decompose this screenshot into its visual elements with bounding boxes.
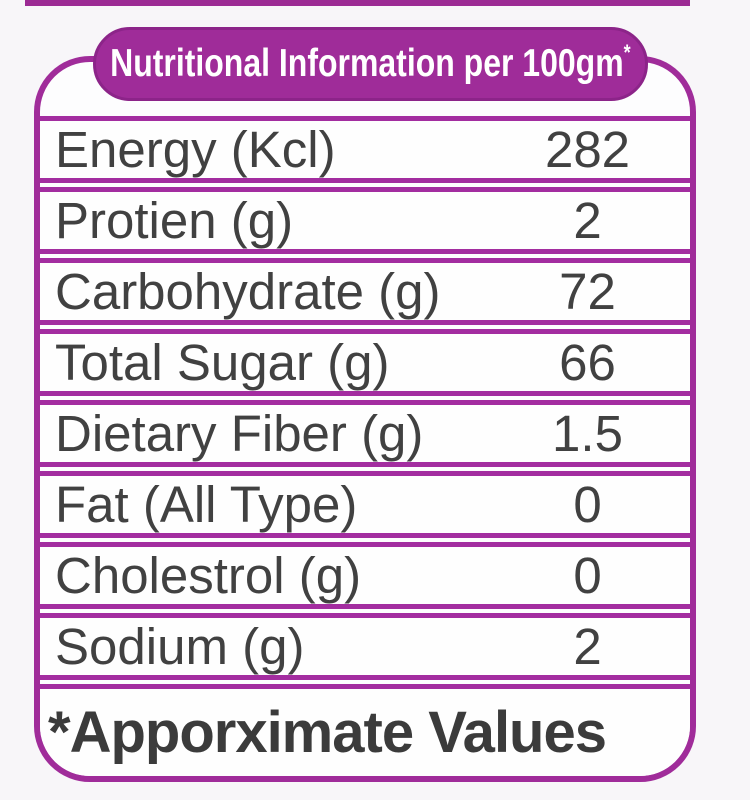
row-value: 72 bbox=[559, 263, 616, 320]
table-row-protein: Protien (g) 2 bbox=[40, 187, 690, 254]
row-label: Total Sugar (g) bbox=[55, 334, 390, 391]
table-row-total-sugar: Total Sugar (g) 66 bbox=[40, 329, 690, 396]
row-label: Dietary Fiber (g) bbox=[55, 405, 424, 462]
row-value: 0 bbox=[573, 476, 602, 533]
header-title-text: Nutritional Information per 100gm bbox=[110, 42, 624, 85]
row-value: 282 bbox=[544, 121, 631, 178]
row-value: 66 bbox=[559, 334, 616, 391]
table-row-sodium: Sodium (g) 2 bbox=[40, 613, 690, 680]
row-label: Energy (Kcl) bbox=[55, 121, 336, 178]
row-label: Sodium (g) bbox=[55, 618, 305, 675]
nutrition-header-title: Nutritional Information per 100gm* bbox=[110, 40, 631, 86]
nutrition-header-pill: Nutritional Information per 100gm* bbox=[93, 27, 648, 101]
table-row-dietary-fiber: Dietary Fiber (g) 1.5 bbox=[40, 400, 690, 467]
row-value: 2 bbox=[573, 618, 602, 675]
header-footnote-marker: * bbox=[623, 40, 631, 65]
top-crop-strip bbox=[25, 0, 690, 6]
nutrition-table: Energy (Kcl) 282 Protien (g) 2 Carbohydr… bbox=[34, 56, 696, 782]
row-value: 0 bbox=[573, 547, 602, 604]
row-value: 2 bbox=[573, 192, 602, 249]
table-row-carbohydrate: Carbohydrate (g) 72 bbox=[40, 258, 690, 325]
row-label: Protien (g) bbox=[55, 192, 294, 249]
row-label: Carbohydrate (g) bbox=[55, 263, 441, 320]
row-value: 1.5 bbox=[552, 405, 623, 462]
table-row-fat: Fat (All Type) 0 bbox=[40, 471, 690, 538]
row-label: Fat (All Type) bbox=[55, 476, 358, 533]
approximate-values-note: *Apporximate Values bbox=[48, 700, 607, 765]
table-row-cholesterol: Cholestrol (g) 0 bbox=[40, 542, 690, 609]
row-label: Cholestrol (g) bbox=[55, 547, 362, 604]
table-footer-row: *Apporximate Values bbox=[40, 684, 690, 776]
table-row-energy: Energy (Kcl) 282 bbox=[40, 116, 690, 183]
